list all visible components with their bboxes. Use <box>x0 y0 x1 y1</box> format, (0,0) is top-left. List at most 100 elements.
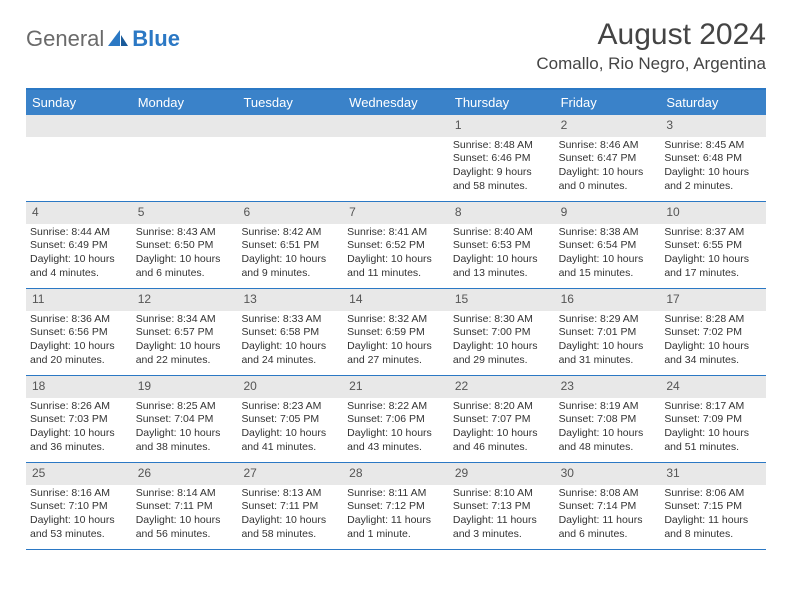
day-body: Sunrise: 8:46 AMSunset: 6:47 PMDaylight:… <box>555 139 661 198</box>
sunset-text: Sunset: 7:09 PM <box>664 413 762 427</box>
sunrise-text: Sunrise: 8:22 AM <box>347 400 445 414</box>
month-title: August 2024 <box>536 18 766 52</box>
sunrise-text: Sunrise: 8:45 AM <box>664 139 762 153</box>
daylight-text: Daylight: 10 hours and 58 minutes. <box>241 514 339 541</box>
day-number: 13 <box>237 289 343 311</box>
day-number: 29 <box>449 463 555 485</box>
day-number: 19 <box>132 376 238 398</box>
daylight-text: Daylight: 10 hours and 0 minutes. <box>559 166 657 193</box>
day-cell: 17 Sunrise: 8:28 AMSunset: 7:02 PMDayligh… <box>660 289 766 375</box>
dow-cell: Tuesday <box>237 90 343 115</box>
daylight-text: Daylight: 11 hours and 3 minutes. <box>453 514 551 541</box>
sunrise-text: Sunrise: 8:28 AM <box>664 313 762 327</box>
daylight-text: Daylight: 10 hours and 53 minutes. <box>30 514 128 541</box>
day-body: Sunrise: 8:14 AMSunset: 7:11 PMDaylight:… <box>132 487 238 546</box>
day-number: 17 <box>660 289 766 311</box>
daylight-text: Daylight: 10 hours and 31 minutes. <box>559 340 657 367</box>
sunrise-text: Sunrise: 8:14 AM <box>136 487 234 501</box>
day-cell: 8Sunrise: 8:40 AMSunset: 6:53 PMDaylight… <box>449 202 555 288</box>
sunrise-text: Sunrise: 8:16 AM <box>30 487 128 501</box>
sunrise-text: Sunrise: 8:43 AM <box>136 226 234 240</box>
day-number: 27 <box>237 463 343 485</box>
day-cell: . <box>132 115 238 201</box>
day-number: 12 <box>132 289 238 311</box>
sunset-text: Sunset: 6:56 PM <box>30 326 128 340</box>
day-number: 24 <box>660 376 766 398</box>
day-number: 25 <box>26 463 132 485</box>
day-number: 4 <box>26 202 132 224</box>
header: General Blue August 2024 Comallo, Rio Ne… <box>26 18 766 74</box>
day-cell: 24 Sunrise: 8:17 AMSunset: 7:09 PMDayligh… <box>660 376 766 462</box>
day-body: Sunrise: 8:40 AMSunset: 6:53 PMDaylight:… <box>449 226 555 285</box>
day-cell: 12Sunrise: 8:34 AMSunset: 6:57 PMDayligh… <box>132 289 238 375</box>
sunset-text: Sunset: 7:15 PM <box>664 500 762 514</box>
day-cell: 22Sunrise: 8:20 AMSunset: 7:07 PMDayligh… <box>449 376 555 462</box>
sunset-text: Sunset: 7:05 PM <box>241 413 339 427</box>
day-cell: 1Sunrise: 8:48 AMSunset: 6:46 PMDaylight… <box>449 115 555 201</box>
sunrise-text: Sunrise: 8:44 AM <box>30 226 128 240</box>
sunrise-text: Sunrise: 8:41 AM <box>347 226 445 240</box>
sunset-text: Sunset: 7:01 PM <box>559 326 657 340</box>
daylight-text: Daylight: 10 hours and 51 minutes. <box>664 427 762 454</box>
day-number: 23 <box>555 376 661 398</box>
day-body: Sunrise: 8:34 AMSunset: 6:57 PMDaylight:… <box>132 313 238 372</box>
day-body: Sunrise: 8:13 AMSunset: 7:11 PMDaylight:… <box>237 487 343 546</box>
day-body: Sunrise: 8:08 AMSunset: 7:14 PMDaylight:… <box>555 487 661 546</box>
sunrise-text: Sunrise: 8:19 AM <box>559 400 657 414</box>
sunset-text: Sunset: 6:49 PM <box>30 239 128 253</box>
day-number: 16 <box>555 289 661 311</box>
calendar: SundayMondayTuesdayWednesdayThursdayFrid… <box>26 88 766 550</box>
daylight-text: Daylight: 10 hours and 9 minutes. <box>241 253 339 280</box>
day-cell: 16Sunrise: 8:29 AMSunset: 7:01 PMDayligh… <box>555 289 661 375</box>
dow-cell: Monday <box>132 90 238 115</box>
sunrise-text: Sunrise: 8:34 AM <box>136 313 234 327</box>
sunset-text: Sunset: 7:13 PM <box>453 500 551 514</box>
day-cell: 19Sunrise: 8:25 AMSunset: 7:04 PMDayligh… <box>132 376 238 462</box>
sunset-text: Sunset: 6:54 PM <box>559 239 657 253</box>
day-cell: 10Sunrise: 8:37 AMSunset: 6:55 PMDayligh… <box>660 202 766 288</box>
day-number: 14 <box>343 289 449 311</box>
sunrise-text: Sunrise: 8:46 AM <box>559 139 657 153</box>
day-body: Sunrise: 8:33 AMSunset: 6:58 PMDaylight:… <box>237 313 343 372</box>
sunset-text: Sunset: 6:50 PM <box>136 239 234 253</box>
logo-sail-icon <box>108 30 130 48</box>
day-number: 7 <box>343 202 449 224</box>
day-cell: 26Sunrise: 8:14 AMSunset: 7:11 PMDayligh… <box>132 463 238 549</box>
day-number: . <box>132 115 238 137</box>
sunset-text: Sunset: 7:12 PM <box>347 500 445 514</box>
day-cell: 3Sunrise: 8:45 AMSunset: 6:48 PMDaylight… <box>660 115 766 201</box>
daylight-text: Daylight: 10 hours and 56 minutes. <box>136 514 234 541</box>
day-body: Sunrise: 8:43 AMSunset: 6:50 PMDaylight:… <box>132 226 238 285</box>
daylight-text: Daylight: 10 hours and 17 minutes. <box>664 253 762 280</box>
day-cell: 28Sunrise: 8:11 AMSunset: 7:12 PMDayligh… <box>343 463 449 549</box>
day-cell: 11Sunrise: 8:36 AMSunset: 6:56 PMDayligh… <box>26 289 132 375</box>
day-number: 1 <box>449 115 555 137</box>
daylight-text: Daylight: 10 hours and 34 minutes. <box>664 340 762 367</box>
sunset-text: Sunset: 6:47 PM <box>559 152 657 166</box>
sunset-text: Sunset: 6:59 PM <box>347 326 445 340</box>
day-body: Sunrise: 8:11 AMSunset: 7:12 PMDaylight:… <box>343 487 449 546</box>
day-number: 2 <box>555 115 661 137</box>
day-cell: 20Sunrise: 8:23 AMSunset: 7:05 PMDayligh… <box>237 376 343 462</box>
day-body: Sunrise: 8:23 AMSunset: 7:05 PMDaylight:… <box>237 400 343 459</box>
sunrise-text: Sunrise: 8:33 AM <box>241 313 339 327</box>
dow-cell: Friday <box>555 90 661 115</box>
sunrise-text: Sunrise: 8:17 AM <box>664 400 762 414</box>
sunrise-text: Sunrise: 8:06 AM <box>664 487 762 501</box>
sunrise-text: Sunrise: 8:08 AM <box>559 487 657 501</box>
dow-cell: Sunday <box>26 90 132 115</box>
logo-text-blue: Blue <box>132 26 180 52</box>
sunset-text: Sunset: 6:46 PM <box>453 152 551 166</box>
daylight-text: Daylight: 10 hours and 24 minutes. <box>241 340 339 367</box>
sunset-text: Sunset: 7:02 PM <box>664 326 762 340</box>
day-cell: . <box>343 115 449 201</box>
sunset-text: Sunset: 6:52 PM <box>347 239 445 253</box>
day-cell: . <box>237 115 343 201</box>
sunset-text: Sunset: 7:06 PM <box>347 413 445 427</box>
day-body: Sunrise: 8:10 AMSunset: 7:13 PMDaylight:… <box>449 487 555 546</box>
day-cell: 7Sunrise: 8:41 AMSunset: 6:52 PMDaylight… <box>343 202 449 288</box>
day-cell: 30Sunrise: 8:08 AMSunset: 7:14 PMDayligh… <box>555 463 661 549</box>
day-cell: 13Sunrise: 8:33 AMSunset: 6:58 PMDayligh… <box>237 289 343 375</box>
logo: General Blue <box>26 26 180 52</box>
title-block: August 2024 Comallo, Rio Negro, Argentin… <box>536 18 766 74</box>
